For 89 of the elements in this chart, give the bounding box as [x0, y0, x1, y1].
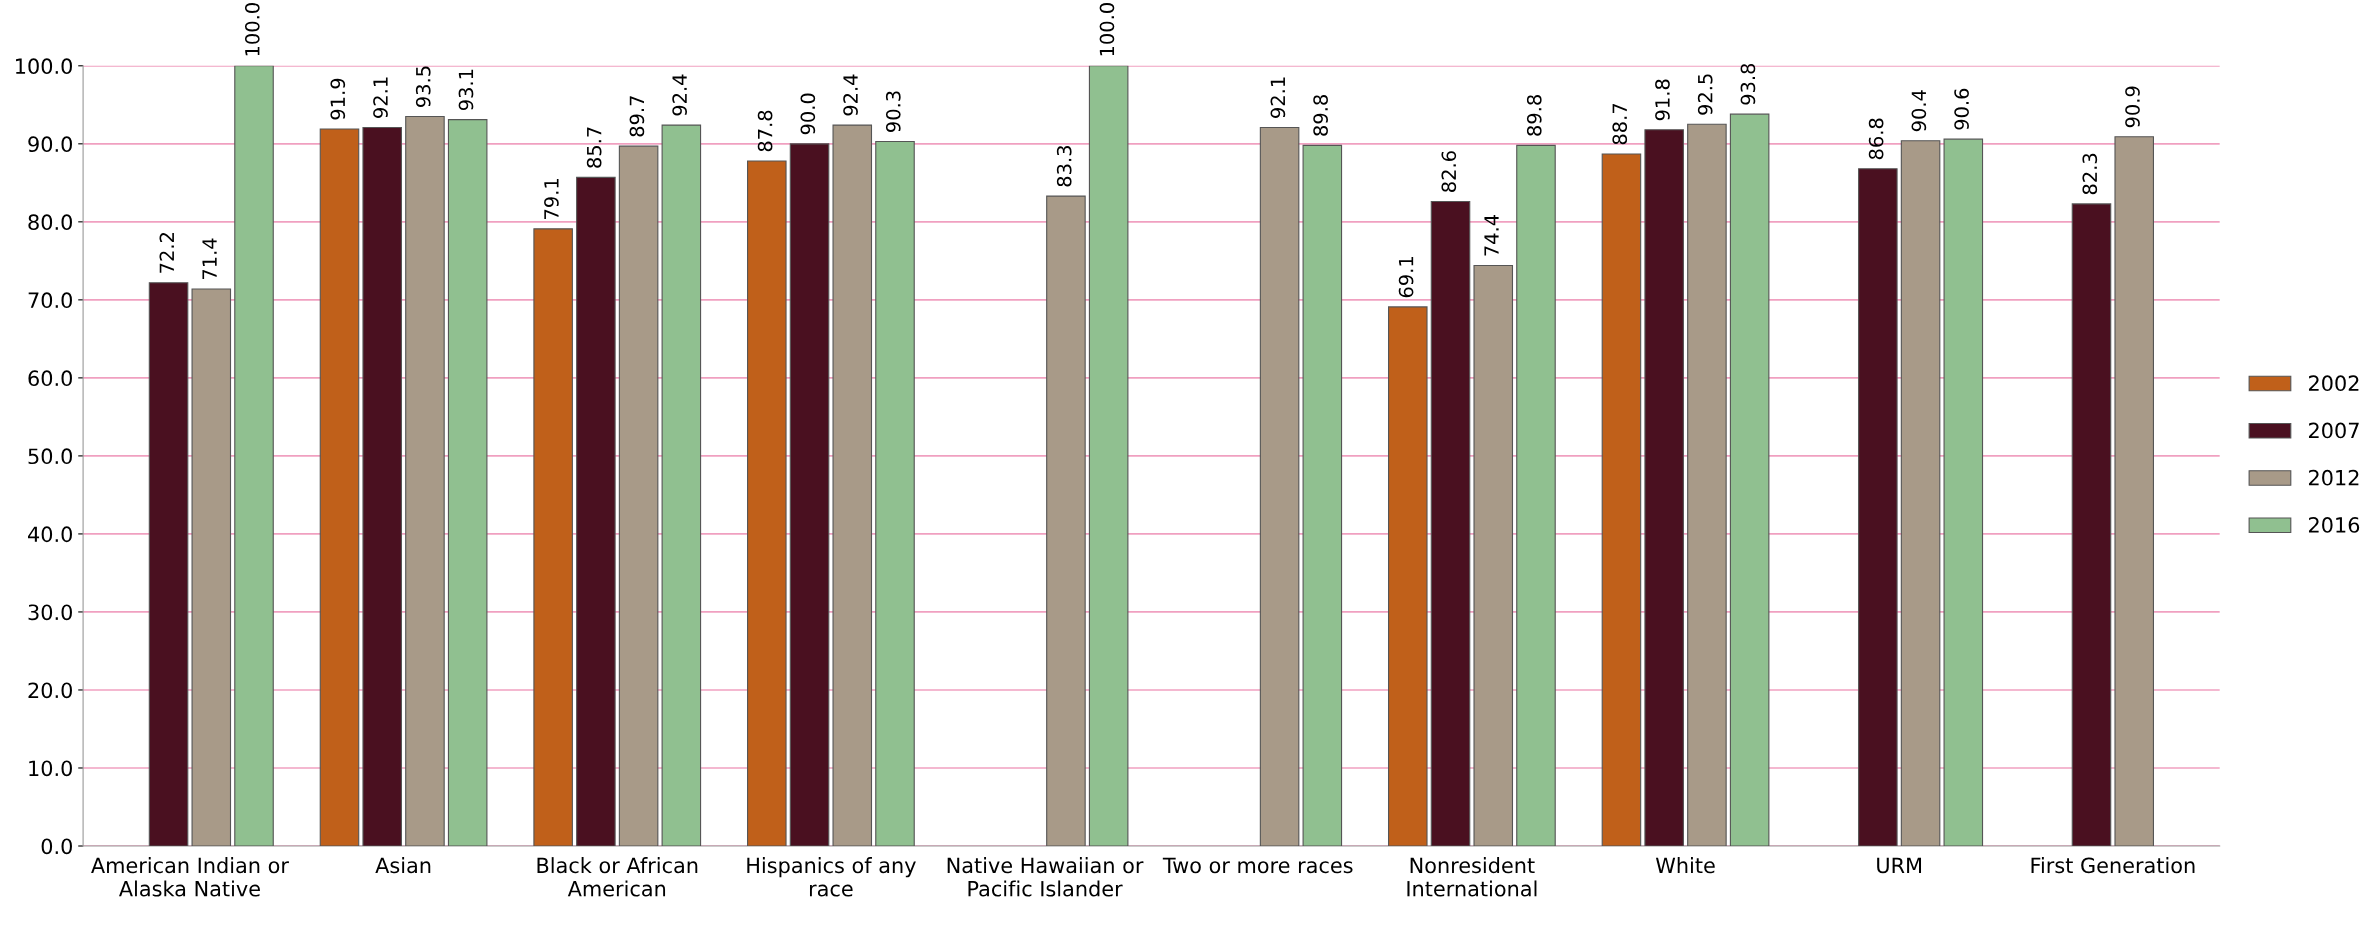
x-tick-label: URM	[1877, 857, 1922, 874]
data-label: 86.8	[1868, 118, 1884, 160]
bar	[875, 140, 915, 846]
data-label: 100.0	[244, 3, 260, 56]
data-label: 89.8	[1526, 95, 1542, 136]
bar	[148, 282, 189, 846]
bar	[1302, 144, 1343, 846]
legend-label: 2002	[2308, 375, 2359, 392]
bar	[191, 288, 232, 846]
bar	[2114, 136, 2155, 846]
y-tick-label: 30.0	[28, 604, 72, 621]
bar	[661, 124, 702, 846]
data-label: 92.1	[1270, 77, 1286, 118]
x-tick-label: Hispanics of any race	[747, 857, 916, 897]
bar	[1088, 65, 1129, 846]
y-tick-label: 40.0	[28, 526, 72, 543]
bar	[1516, 144, 1556, 846]
data-label: 93.1	[458, 69, 474, 111]
y-tick-label: 90.0	[28, 136, 72, 153]
data-label: 87.8	[757, 110, 773, 152]
data-label: 82.6	[1441, 151, 1457, 192]
x-tick-label: First Generation	[2031, 857, 2195, 874]
x-tick-label: Nonresident International	[1407, 857, 1537, 897]
y-tick-label: 0.0	[41, 838, 72, 855]
legend-label: 2007	[2308, 422, 2359, 439]
bar	[1046, 195, 1086, 846]
y-tick-label: 100.0	[16, 58, 72, 75]
bar	[1687, 123, 1727, 846]
y-tick-label: 50.0	[28, 448, 72, 465]
y-tick-label: 70.0	[28, 292, 72, 309]
bar	[1729, 113, 1770, 846]
bar	[832, 124, 873, 846]
bar	[1601, 153, 1642, 846]
data-label: 90.9	[2125, 86, 2140, 128]
data-label: 88.7	[1612, 104, 1628, 145]
data-label: 83.3	[1056, 146, 1072, 187]
data-label: 93.8	[1740, 63, 1756, 105]
data-label: 90.4	[1911, 90, 1927, 132]
bar	[1943, 138, 1984, 846]
data-label: 90.6	[1954, 88, 1969, 130]
data-label: 74.4	[1484, 214, 1499, 256]
data-label: 79.1	[544, 179, 559, 219]
y-tick-label: 60.0	[28, 370, 72, 387]
bar	[447, 119, 488, 846]
bar	[1858, 168, 1898, 846]
bar	[1473, 264, 1514, 846]
data-label: 89.7	[629, 96, 645, 137]
x-tick-label: American Indian or Alaska Native	[91, 857, 289, 897]
x-tick-label: Asian	[375, 857, 431, 874]
y-tick-label: 20.0	[28, 682, 72, 699]
data-label: 90.3	[885, 91, 901, 132]
bar	[533, 228, 573, 846]
data-label: 92.1	[373, 77, 388, 118]
x-tick-label: Native Hawaiian or Pacific Islander	[947, 857, 1144, 897]
data-label: 85.7	[586, 127, 602, 168]
y-tick-label: 10.0	[29, 760, 72, 777]
data-label: 71.4	[202, 238, 217, 280]
bar	[1387, 306, 1428, 846]
bar	[1259, 126, 1300, 846]
data-label: 91.9	[330, 78, 346, 120]
x-tick-label: Black or African American	[537, 857, 698, 897]
x-tick-label: White	[1655, 857, 1715, 874]
bar	[362, 126, 402, 846]
data-label: 82.3	[2082, 153, 2098, 195]
data-label: 92.5	[1697, 74, 1713, 115]
data-label: 72.2	[159, 233, 174, 273]
bar	[1900, 140, 1941, 846]
data-label: 93.5	[415, 66, 431, 107]
legend-label: 2016	[2308, 517, 2360, 533]
bar	[789, 143, 830, 846]
bar	[1430, 200, 1471, 846]
data-label: 89.8	[1313, 95, 1328, 136]
bar	[747, 160, 787, 846]
data-label: 100.0	[1099, 3, 1115, 56]
bar	[1644, 129, 1684, 846]
y-tick-label: 80.0	[28, 214, 72, 231]
data-label: 90.0	[800, 93, 816, 135]
bar	[2071, 203, 2112, 846]
bar	[576, 176, 616, 846]
x-tick-label: Two or more races	[1162, 857, 1353, 874]
bar	[405, 115, 445, 846]
bar	[618, 145, 659, 846]
data-label: 92.4	[843, 74, 858, 116]
data-label: 69.1	[1398, 257, 1414, 298]
legend-label: 2012	[2308, 469, 2359, 486]
bar	[234, 65, 274, 846]
bar	[319, 128, 360, 846]
data-label: 92.4	[672, 74, 687, 116]
data-label: 91.8	[1655, 79, 1670, 121]
